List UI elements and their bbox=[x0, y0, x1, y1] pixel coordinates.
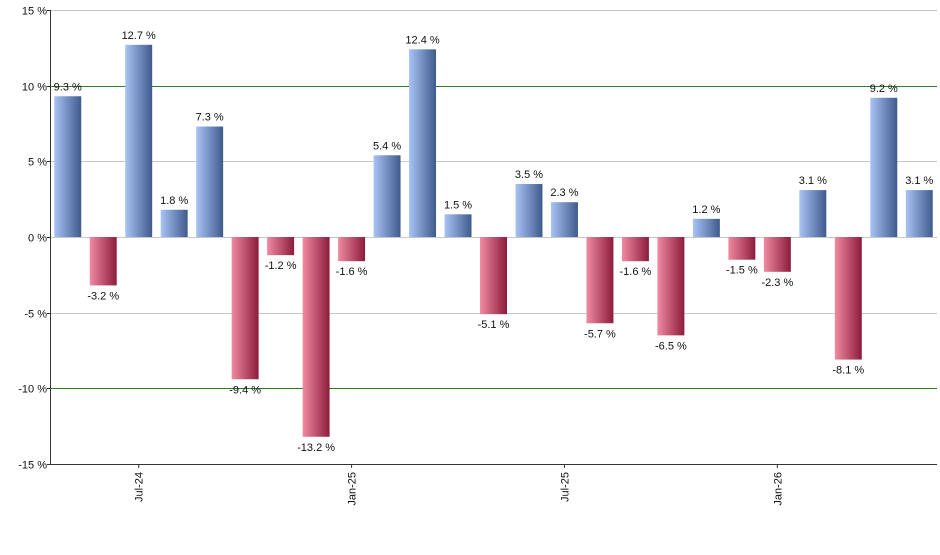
bar-positive bbox=[515, 184, 543, 237]
bar-value-label: -5.7 % bbox=[584, 328, 616, 340]
bar-negative bbox=[586, 237, 614, 324]
bar-positive bbox=[373, 155, 401, 237]
bar-positive bbox=[196, 126, 224, 237]
bar-value-label: 7.3 % bbox=[196, 112, 224, 124]
y-tick-label: -5 % bbox=[24, 309, 47, 321]
bar-positive bbox=[799, 190, 827, 237]
bar-negative bbox=[338, 237, 366, 262]
bar-negative bbox=[267, 237, 295, 256]
bar-value-label: 9.3 % bbox=[54, 81, 82, 93]
y-tick-label: -15 % bbox=[18, 460, 47, 472]
bar-value-label: -2.3 % bbox=[761, 277, 793, 289]
bar-value-label: -1.6 % bbox=[336, 266, 368, 278]
bar-value-label: -6.5 % bbox=[655, 340, 687, 352]
bar-positive bbox=[550, 202, 578, 237]
bar-negative bbox=[480, 237, 507, 315]
x-tick-label: Jan-25 bbox=[347, 472, 359, 506]
bar-value-label: -9.4 % bbox=[229, 384, 261, 396]
bar-positive bbox=[54, 96, 82, 237]
bar-value-label: 1.5 % bbox=[444, 199, 472, 211]
bar-value-label: -8.1 % bbox=[832, 365, 864, 377]
bar-negative bbox=[621, 237, 649, 262]
bar-value-label: -13.2 % bbox=[297, 442, 335, 454]
bar-value-label: -3.2 % bbox=[87, 290, 119, 302]
bar-value-label: 2.3 % bbox=[550, 187, 578, 199]
bars-layer bbox=[54, 44, 933, 437]
labels-layer: 15 % 10 % 5 % 0 % -5 % -10 % -15 % 9.3 % -3.2 % 1… bbox=[18, 6, 933, 506]
bar-negative bbox=[89, 237, 117, 286]
bar-positive bbox=[444, 214, 472, 237]
y-tick-label: -10 % bbox=[18, 384, 47, 396]
bar-value-label: 5.4 % bbox=[373, 140, 401, 152]
bar-positive bbox=[870, 97, 898, 237]
bar-value-label: -5.1 % bbox=[478, 319, 510, 331]
bar-negative bbox=[763, 237, 791, 272]
bar-positive bbox=[125, 44, 153, 237]
bar-positive bbox=[692, 218, 720, 237]
bar-value-label: -1.5 % bbox=[726, 265, 758, 277]
bar-value-label: 3.1 % bbox=[905, 175, 933, 187]
bar-value-label: -1.2 % bbox=[265, 260, 297, 272]
y-tick-label: 0 % bbox=[28, 233, 47, 245]
x-tick-label: Jul-24 bbox=[134, 472, 146, 502]
bar-negative bbox=[231, 237, 259, 380]
bar-positive bbox=[905, 190, 933, 237]
bar-value-label: 3.1 % bbox=[799, 175, 827, 187]
bar-negative bbox=[657, 237, 685, 336]
bar-value-label: 1.8 % bbox=[160, 195, 188, 207]
x-tick-label: Jan-26 bbox=[772, 472, 784, 506]
bar-positive bbox=[160, 209, 188, 237]
bar-value-label: 3.5 % bbox=[515, 169, 543, 181]
y-tick-label: 15 % bbox=[22, 6, 47, 18]
axes-layer bbox=[47, 10, 937, 468]
bar-value-label: 12.4 % bbox=[405, 34, 439, 46]
bar-negative bbox=[834, 237, 862, 360]
y-tick-label: 5 % bbox=[28, 157, 47, 169]
bar-negative bbox=[302, 237, 330, 437]
bar-value-label: 1.2 % bbox=[692, 204, 720, 216]
bar-value-label: 12.7 % bbox=[122, 30, 156, 42]
x-tick-label: Jul-25 bbox=[559, 472, 571, 502]
bar-positive bbox=[409, 49, 437, 238]
bar-value-label: -1.6 % bbox=[620, 266, 652, 278]
bar-value-label: 9.2 % bbox=[870, 83, 898, 95]
y-tick-label: 10 % bbox=[22, 82, 47, 94]
bar-negative bbox=[728, 237, 756, 260]
